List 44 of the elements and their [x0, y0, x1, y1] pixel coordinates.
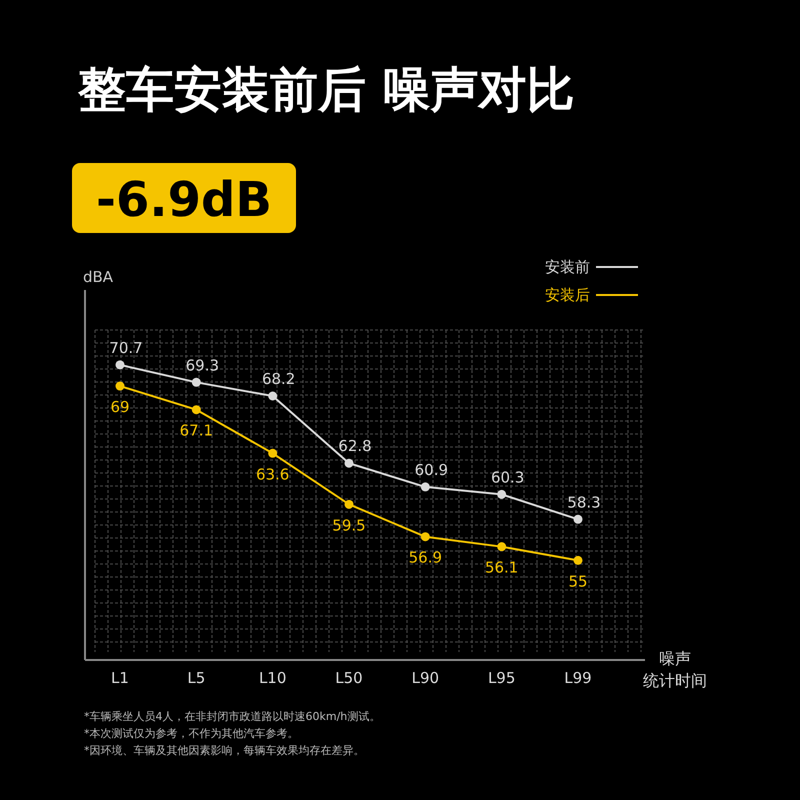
x-tick-label: L50 — [335, 669, 363, 687]
x-tick-label: L5 — [187, 669, 206, 687]
x-tick-label: L90 — [412, 669, 440, 687]
data-label: 60.3 — [490, 468, 524, 486]
legend-label: 安装后 — [545, 286, 590, 304]
x-axis-title: 噪声统计时间 — [643, 649, 707, 690]
point — [192, 405, 201, 414]
point — [344, 458, 354, 468]
x-tick-label: L95 — [488, 669, 516, 687]
legend-label: 安装前 — [545, 258, 590, 276]
point — [344, 500, 354, 509]
text: *本次测试仅为参考，不作为其他汽车参考。 — [84, 727, 298, 740]
data-label: 56.9 — [408, 548, 442, 567]
data-label: 68.2 — [262, 370, 296, 388]
data-label: 55 — [568, 572, 588, 590]
data-label: 67.1 — [180, 422, 214, 440]
text: *因环境、车辆及其他因素影响，每辆车效果均存在差异。 — [84, 744, 364, 757]
text: *车辆乘坐人员4人，在非封闭市政道路以时速60km/h测试。 — [84, 710, 380, 723]
data-label: 60.9 — [414, 460, 448, 479]
data-label: 59.5 — [332, 516, 366, 534]
data-label: 69 — [110, 398, 130, 416]
data-label: 62.8 — [338, 437, 372, 456]
chart-title: 整车安装前后 噪声对比 — [77, 62, 575, 118]
point — [497, 490, 506, 499]
point — [268, 448, 278, 458]
point — [574, 556, 582, 565]
data-label: 69.3 — [186, 356, 220, 374]
data-label: 56.1 — [484, 558, 518, 577]
point — [116, 360, 124, 370]
point — [192, 378, 201, 387]
point — [420, 482, 430, 492]
point — [268, 392, 278, 400]
point — [420, 532, 430, 542]
x-tick-label: L99 — [564, 669, 592, 687]
point — [497, 542, 506, 552]
data-label: 58.3 — [567, 493, 601, 512]
data-label: 63.6 — [256, 465, 290, 484]
point — [574, 514, 582, 524]
data-label: 70.7 — [109, 338, 143, 357]
chart-subtitle: -6.9dB — [96, 172, 272, 228]
x-tick-label: L1 — [111, 669, 129, 687]
point — [116, 382, 124, 391]
y-axis-title: dBA — [83, 268, 114, 286]
x-tick-label: L10 — [258, 669, 286, 687]
